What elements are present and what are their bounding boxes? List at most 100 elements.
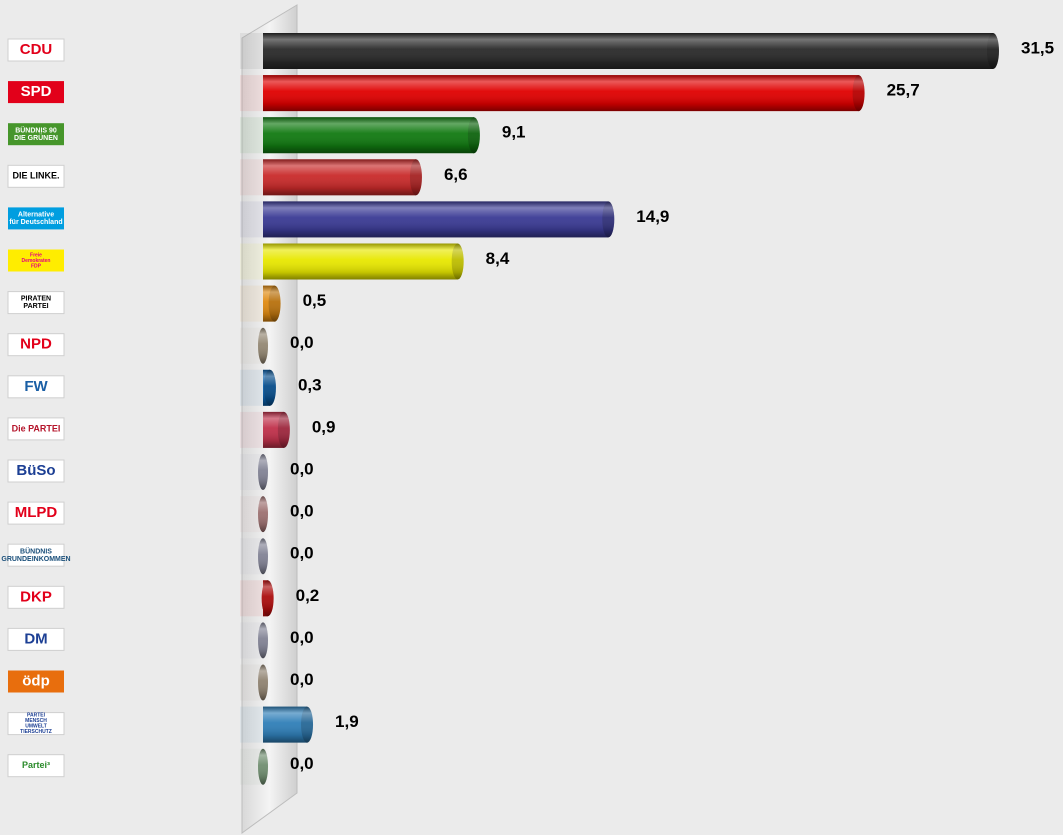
bar [240, 243, 464, 280]
value-label: 14,9 [636, 207, 669, 226]
bar [240, 327, 268, 364]
bar [240, 159, 422, 196]
logo-text: Freie [30, 252, 42, 258]
value-labels: 31,5 25,7 9,1 6,6 14,9 8,4 0,5 0,0 0,3 0,9 0,0 0,0 0… [290, 38, 1054, 773]
bar-shine [263, 33, 993, 69]
party-logo-fw: FW [7, 375, 65, 399]
logo-text: PIRATEN [21, 296, 51, 303]
bar-shadow [240, 75, 264, 112]
bar-cap-shine [261, 580, 274, 617]
bar [240, 748, 268, 785]
logo-box [7, 501, 65, 525]
logo-text: Die PARTEI [12, 423, 61, 433]
bar-cap-shine [263, 369, 276, 406]
party-logo-diepartei: Die PARTEI [7, 417, 65, 441]
bar-cap-shine [602, 201, 615, 238]
bar-cap-shine [258, 327, 268, 364]
logo-text: CDU [20, 41, 53, 58]
bar [240, 411, 290, 448]
value-label: 9,1 [502, 123, 526, 142]
bar-cap-shine [987, 33, 999, 69]
value-label: 0,0 [290, 502, 314, 521]
bar [240, 622, 268, 659]
value-label: 0,9 [312, 417, 336, 436]
logo-box [7, 164, 65, 188]
bar-shine [263, 201, 609, 238]
value-label: 0,0 [290, 754, 314, 773]
logo-box [7, 585, 65, 609]
logo-box [8, 123, 64, 146]
logo-text: Partei³ [22, 760, 50, 770]
logo-box [7, 333, 65, 357]
party-logo-cdu: CDU [7, 38, 65, 62]
party-logo-oedp: ödp [8, 670, 64, 693]
logo-box [7, 38, 65, 62]
party-logo-bueso: BüSo [7, 459, 65, 483]
bar-shine [263, 706, 308, 743]
bar-cap-shine [258, 622, 268, 659]
logo-text: ödp [22, 672, 50, 689]
logo-box [7, 291, 65, 315]
bar-cap-shine [258, 496, 268, 533]
party-logo-mlpd: MLPD [7, 501, 65, 525]
bar-cap-shine [852, 75, 865, 112]
bar-shine [263, 117, 474, 154]
bar [240, 454, 268, 490]
party-logo-linke: DIE LINKE. [7, 164, 65, 188]
value-label: 1,9 [335, 712, 359, 731]
bar [240, 201, 615, 238]
logo-text: für Deutschland [9, 219, 62, 226]
logo-text: SPD [21, 83, 52, 100]
bar-shadow [240, 33, 264, 69]
bar-shadow [240, 243, 264, 280]
logo-text: NPD [20, 336, 52, 353]
logo-text: PARTEI [23, 303, 48, 310]
bar-cap-shine [258, 664, 268, 701]
bar-shadow [240, 159, 264, 196]
value-label: 8,4 [486, 249, 510, 268]
value-label: 6,6 [444, 165, 468, 184]
bar-shadow [240, 117, 264, 154]
party-logo-dm: DM [7, 627, 65, 651]
logo-text: DM [24, 630, 47, 647]
bars [240, 33, 999, 785]
bar [240, 580, 274, 617]
logo-text: BÜNDNIS 90 [15, 125, 57, 134]
value-label: 0,0 [290, 333, 314, 352]
logo-text: DIE LINKE. [12, 171, 59, 181]
logo-box [7, 459, 65, 483]
value-label: 0,2 [296, 586, 320, 605]
bar [240, 538, 268, 575]
bar-cap-shine [268, 285, 281, 322]
logo-text: BüSo [16, 462, 55, 479]
value-label: 31,5 [1021, 38, 1054, 57]
logo-text: FW [24, 378, 48, 395]
bar-cap-shine [301, 706, 314, 743]
bar-shadow [240, 580, 264, 617]
logo-text: MLPD [15, 504, 58, 521]
logo-text: BÜNDNIS [20, 546, 52, 555]
bar-cap-shine [258, 748, 268, 785]
bar-shine [263, 411, 284, 448]
logo-box [8, 81, 64, 104]
logo-text: DKP [20, 588, 52, 605]
logo-text: UMWELT [25, 724, 47, 730]
bar-shadow [240, 411, 264, 448]
logo-box [7, 417, 65, 441]
logo-text: FDP [31, 263, 42, 269]
bar-shadow [240, 706, 264, 743]
value-label: 0,3 [298, 375, 322, 394]
logo-text: DIE GRÜNEN [14, 133, 58, 142]
bar [240, 664, 268, 701]
logo-box [8, 249, 64, 272]
party-logo-vpartei: Partei³ [7, 754, 65, 778]
logo-text: MENSCH [25, 718, 47, 724]
logo-text: Demokraten [22, 258, 51, 264]
value-label: 0,0 [290, 628, 314, 647]
